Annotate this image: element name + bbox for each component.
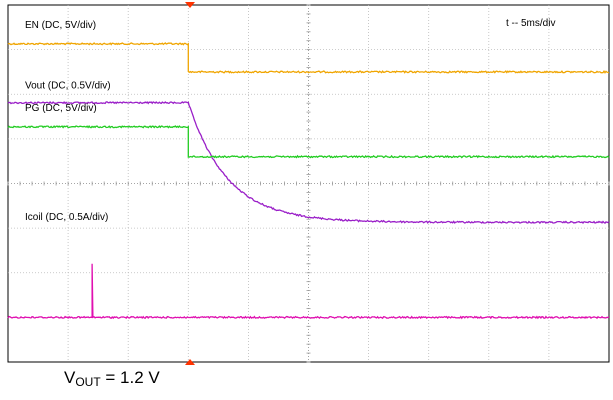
timebase-label: t -- 5ms/div <box>506 18 555 29</box>
channel-label-pg: PG (DC, 5V/div) <box>25 103 97 114</box>
channel-label-vout: Vout (DC, 0.5V/div) <box>25 81 111 92</box>
channel-label-en: EN (DC, 5V/div) <box>25 20 96 31</box>
trace-en <box>7 42 610 74</box>
traces <box>7 42 610 320</box>
trace-icoil <box>7 263 610 320</box>
grid <box>7 4 610 363</box>
channel-labels: EN (DC, 5V/div) Vout (DC, 0.5V/div) PG (DC… <box>25 20 111 223</box>
channel-label-icoil: Icoil (DC, 0.5A/div) <box>25 212 108 223</box>
trace-pg <box>7 125 610 159</box>
vout-caption: VOUT = 1.2 V <box>64 368 160 389</box>
oscilloscope-plot: EN (DC, 5V/div) Vout (DC, 0.5V/div) PG (DC… <box>7 2 610 365</box>
trigger-marker-bottom <box>185 359 195 365</box>
trace-vout <box>7 100 610 225</box>
trigger-marker-top <box>185 2 195 8</box>
